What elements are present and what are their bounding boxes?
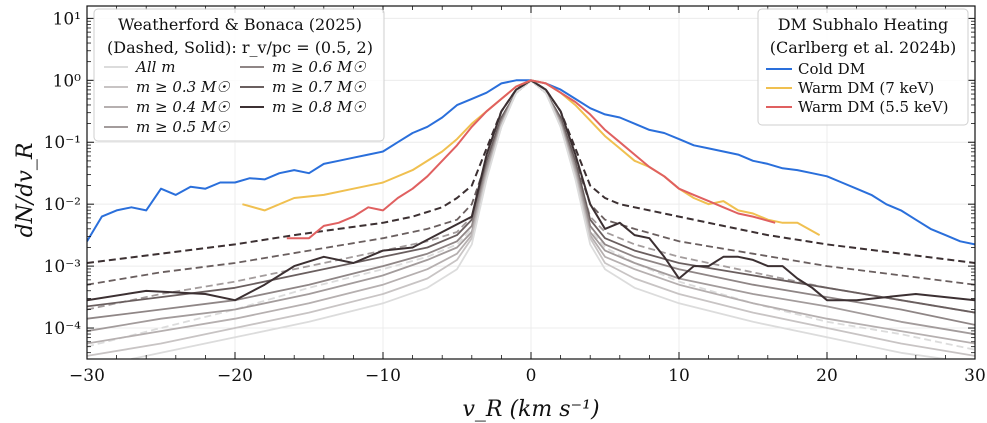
y-tick-label: 10⁻¹ xyxy=(44,133,81,153)
x-tick-label: −20 xyxy=(217,366,253,386)
legend-left-label: m ≥ 0.7 M☉ xyxy=(272,78,366,96)
legend-left-label: m ≥ 0.6 M☉ xyxy=(272,58,366,76)
y-axis-label: dN/dv_R xyxy=(13,143,38,238)
legend-right-title-1: DM Subhalo Heating xyxy=(778,15,949,34)
x-tick-label: 0 xyxy=(526,366,537,386)
series-line xyxy=(242,79,821,236)
legend-left-label: m ≥ 0.5 M☉ xyxy=(136,118,230,136)
y-tick-label: 10¹ xyxy=(53,9,81,29)
legend-left-entries: All m m ≥ 0.3 M☉ m ≥ 0.4 M☉ m ≥ 0.5 M☉ m ≥ 0… xyxy=(104,58,366,136)
y-tick-labels: 10⁻⁴ 10⁻³ 10⁻² 10⁻¹ 10⁰ 10¹ xyxy=(44,9,82,339)
legend-left-label: m ≥ 0.8 M☉ xyxy=(272,98,366,116)
ticks xyxy=(86,6,976,359)
x-tick-label: 30 xyxy=(964,366,986,386)
legend-left: Weatherford & Bonaca (2025) (Dashed, Sol… xyxy=(93,8,385,142)
x-tick-label: −10 xyxy=(365,366,401,386)
legend-left-box xyxy=(93,8,385,142)
x-tick-label: 10 xyxy=(668,366,690,386)
x-tick-label: −30 xyxy=(69,366,105,386)
legend-left-title-2: (Dashed, Solid): r_v/pc = (0.5, 2) xyxy=(107,38,373,57)
legend-right-label: Warm DM (5.5 keV) xyxy=(798,98,949,116)
x-tick-label: 20 xyxy=(816,366,838,386)
legend-left-label: All m xyxy=(134,58,175,76)
legend-right: DM Subhalo Heating (Carlberg et al. 2024… xyxy=(757,8,969,126)
y-tick-label: 10⁰ xyxy=(53,71,82,91)
series-line xyxy=(286,79,776,240)
legend-left-label: m ≥ 0.3 M☉ xyxy=(136,78,230,96)
legend-right-label: Cold DM xyxy=(798,60,865,78)
y-tick-label: 10⁻⁴ xyxy=(44,319,82,339)
legend-right-title-2: (Carlberg et al. 2024b) xyxy=(770,38,957,57)
legend-left-title-1: Weatherford & Bonaca (2025) xyxy=(118,15,362,34)
series-line xyxy=(87,79,975,351)
legend-left-label: m ≥ 0.4 M☉ xyxy=(136,98,230,116)
legend-right-label: Warm DM (7 keV) xyxy=(798,79,934,97)
x-tick-labels: −30 −20 −10 0 10 20 30 xyxy=(69,366,986,386)
y-tick-label: 10⁻² xyxy=(44,195,81,215)
series-layer xyxy=(87,79,975,359)
series-line xyxy=(87,79,975,302)
x-axis-label: v_R (km s⁻¹) xyxy=(462,397,599,422)
y-tick-label: 10⁻³ xyxy=(44,257,81,277)
legend-right-box xyxy=(757,8,969,126)
